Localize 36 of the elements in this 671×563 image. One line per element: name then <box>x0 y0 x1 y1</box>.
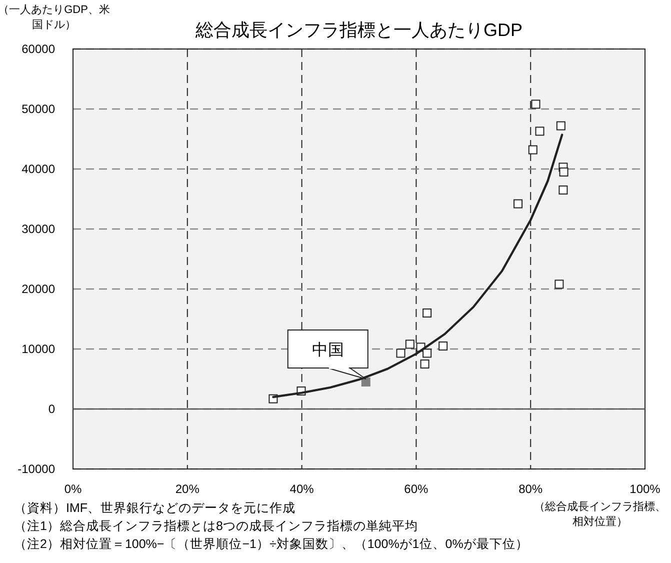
point <box>554 280 564 289</box>
point <box>558 186 568 194</box>
text: （資料）IMF、世界銀行などのデータを元に作成 <box>14 501 296 515</box>
point <box>514 199 523 208</box>
x-tick-label: 60% <box>404 482 429 496</box>
y-tick-label: 20000 <box>22 282 56 296</box>
point <box>422 308 432 318</box>
x-tick-label: 20% <box>175 482 200 496</box>
point <box>396 348 406 358</box>
x-tick-label: 0% <box>64 482 82 496</box>
y-tick-label: -10000 <box>18 462 56 476</box>
text: （注2）相対位置＝100%−〔（世界順位−1）÷対象国数〕、（100%が1位、0%が最下位） <box>14 536 528 551</box>
point <box>559 168 568 176</box>
point <box>361 378 370 386</box>
text: （注1）総合成長インフラ指標とは8つの成長インフラ指標の単純平均 <box>14 519 418 533</box>
y-tick-label: 50000 <box>22 102 56 116</box>
chart-title: 総合成長インフラ指標と一人あたりGDP <box>194 20 523 40</box>
x-axis-title: （総合成長インフラ指標、相対位置） <box>533 500 667 530</box>
point <box>420 360 430 368</box>
y-tick-label: 30000 <box>22 222 56 236</box>
y-axis-title: （一人あたりGDP、米国ドル） <box>0 3 111 33</box>
x-tick-label: 40% <box>290 482 314 496</box>
y-tick-label: 40000 <box>22 162 56 176</box>
point <box>535 126 544 136</box>
point <box>528 145 538 154</box>
y-tick-label: 60000 <box>22 42 56 56</box>
point <box>405 340 414 349</box>
x-tick-label: 100% <box>630 482 661 496</box>
y-tick-label: 10000 <box>22 342 56 356</box>
point <box>556 121 566 130</box>
annotation: 中国 <box>312 341 344 359</box>
x-tick-label: 80% <box>518 482 543 496</box>
point <box>438 342 448 350</box>
point <box>531 100 540 109</box>
point <box>422 348 432 358</box>
y-tick-label: 0 <box>48 402 56 416</box>
